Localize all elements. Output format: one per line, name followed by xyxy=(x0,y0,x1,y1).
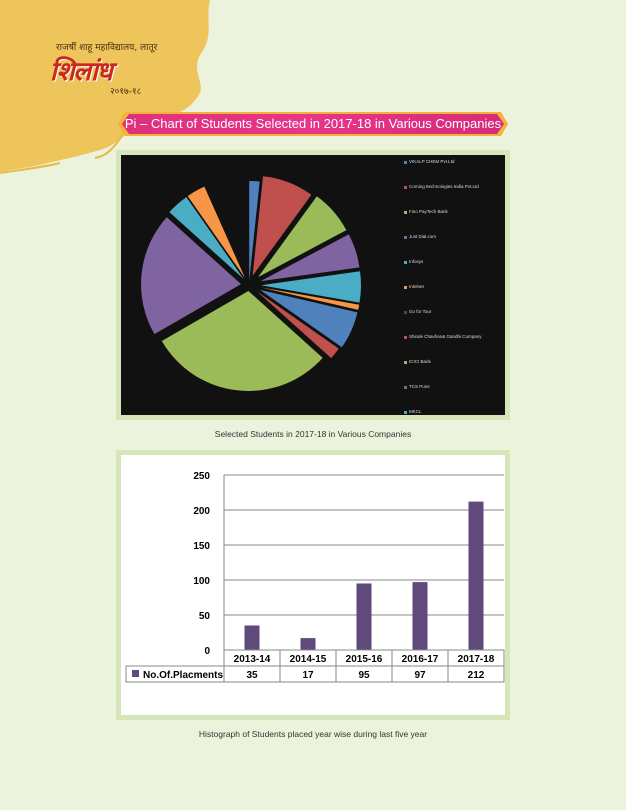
slice-gap xyxy=(208,185,249,285)
bar xyxy=(468,501,484,650)
legend-swatch xyxy=(404,336,407,339)
logo-year: २०१७-१८ xyxy=(110,87,142,97)
slice-intelnet xyxy=(260,287,360,310)
pie-chart-panel: VIKALP CHEM Pvt.Ltd Corning Itechnologies… xyxy=(116,150,510,420)
y-tick-label: 100 xyxy=(193,576,210,587)
legend-label: Intelnet xyxy=(409,284,424,289)
data-value-label: 212 xyxy=(468,670,485,681)
x-category-label: 2015-16 xyxy=(346,654,383,665)
bar-chart-panel: 0 50 100 150 200 250 2013-14 35 2014-15 17 2015-16… xyxy=(116,450,510,720)
legend-swatch xyxy=(404,411,407,414)
legend-swatch xyxy=(404,361,407,364)
slice-corning xyxy=(252,176,312,276)
slice-icici xyxy=(161,290,323,391)
legend-swatch xyxy=(404,311,407,314)
bar xyxy=(356,583,372,650)
bar xyxy=(300,638,316,650)
data-value-label: 17 xyxy=(302,670,314,681)
legend-label: ICICI Bank xyxy=(409,359,431,364)
data-value-label: 97 xyxy=(414,670,426,681)
y-tick-label: 0 xyxy=(204,646,210,657)
slice-gofortour xyxy=(259,289,358,348)
legend-label: Infosys xyxy=(409,259,424,264)
legend-swatch xyxy=(404,261,407,264)
legend-label: Corning Itechnologies India Pvt.Ltd xyxy=(409,184,479,189)
data-value-label: 35 xyxy=(246,670,258,681)
slice-vikalp xyxy=(249,181,260,282)
slice-other xyxy=(187,186,246,279)
x-category-label: 2013-14 xyxy=(234,654,271,665)
legend-label: Go for Tour xyxy=(409,309,432,314)
legend-swatch xyxy=(404,161,407,164)
series-legend-label: No.Of.Placments xyxy=(143,670,223,681)
logo-college-name: राजर्षी शाहू महाविद्यालय, लातूर xyxy=(56,43,158,53)
data-value-label: 95 xyxy=(358,670,370,681)
pie-chart-frame: VIKALP CHEM Pvt.Ltd Corning Itechnologies… xyxy=(121,155,505,415)
x-category-label: 2017-18 xyxy=(458,654,495,665)
pie-caption: Selected Students in 2017-18 in Various … xyxy=(214,429,412,439)
legend-swatch xyxy=(404,236,407,239)
y-tick-label: 250 xyxy=(193,471,210,482)
x-category-label: 2016-17 xyxy=(402,654,439,665)
bar-caption: Histograph of Students placed year wise … xyxy=(198,729,428,739)
legend-swatch xyxy=(404,386,407,389)
legend-label: MKCL xyxy=(409,409,422,414)
bar xyxy=(244,625,260,650)
slice-justdial xyxy=(260,234,360,282)
y-tick-label: 200 xyxy=(193,506,210,517)
series-legend-swatch xyxy=(132,670,139,677)
banner-shape xyxy=(118,112,508,136)
bar xyxy=(412,582,428,650)
legend-label: Fino PayTech Bank xyxy=(409,209,448,214)
x-category-label: 2014-15 xyxy=(290,654,327,665)
slice-shinde xyxy=(256,291,339,359)
legend-label: TCS Pune xyxy=(409,384,430,389)
legend-label: Just Dial.com xyxy=(409,234,437,239)
legend-swatch xyxy=(404,286,407,289)
slice-tcs xyxy=(141,217,242,335)
y-tick-label: 50 xyxy=(199,611,211,622)
table-data-row xyxy=(125,665,505,683)
legend-swatch xyxy=(404,211,407,214)
banner-title: Pi – Chart of Students Selected in 2017-… xyxy=(124,116,502,131)
slice-fino xyxy=(258,196,347,278)
logo-title: शिलांध xyxy=(50,57,113,87)
y-tick-label: 150 xyxy=(193,541,210,552)
bar-chart-frame: 0 50 100 150 200 250 2013-14 35 2014-15 17 2015-16… xyxy=(121,455,505,715)
legend-label: Shinde Chavhan& Gandhi Company xyxy=(409,334,482,339)
pie-chart xyxy=(141,176,361,391)
slice-infosys xyxy=(260,271,361,303)
slice-mkcl xyxy=(169,197,244,280)
bar-chart: 0 50 100 150 200 250 2013-14 35 2014-15 17 2015-16… xyxy=(125,471,505,683)
college-logo: राजर्षी शाहू महाविद्यालय, लातूर शिलांध २… xyxy=(50,40,170,100)
legend-swatch xyxy=(404,186,407,189)
section-banner: Pi – Chart of Students Selected in 2017-… xyxy=(117,111,509,137)
legend-label: VIKALP CHEM Pvt.Ltd xyxy=(409,159,455,164)
